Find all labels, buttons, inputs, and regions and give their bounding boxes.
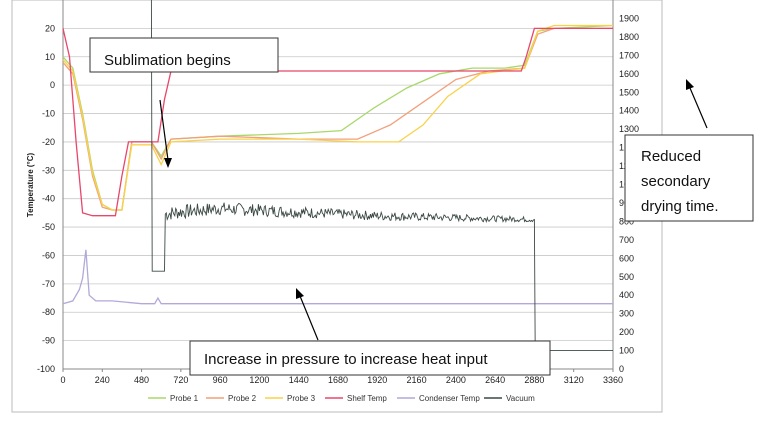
legend-label: Vacuum	[506, 394, 535, 403]
y-tick-label: 0	[50, 80, 55, 90]
x-tick-label: 1920	[367, 375, 387, 385]
annotation-arrow	[299, 295, 319, 341]
y-tick-label: -60	[42, 250, 55, 260]
y2-tick-label: 200	[619, 327, 634, 337]
y-tick-label: -50	[42, 222, 55, 232]
y2-tick-label: 1600	[619, 69, 639, 79]
annotation-text: secondary	[641, 173, 711, 190]
annotation-text: Sublimation begins	[104, 52, 231, 69]
annotation-text: Increase in pressure to increase heat in…	[204, 351, 488, 368]
y-tick-label: -40	[42, 194, 55, 204]
series-line-shelf-temp	[62, 27, 613, 217]
x-tick-label: 2160	[407, 375, 427, 385]
y2-tick-label: 700	[619, 235, 634, 245]
callout-sublimation: Sublimation begins	[89, 37, 279, 168]
x-tick-label: 2400	[446, 375, 466, 385]
legend-label: Shelf Temp	[347, 394, 387, 403]
x-tick-label: 3120	[564, 375, 584, 385]
annotation-text: Reduced	[641, 148, 701, 165]
x-tick-label: 2880	[524, 375, 544, 385]
legend-label: Probe 2	[228, 394, 257, 403]
y-tick-label: -80	[42, 307, 55, 317]
callout-pressure: Increase in pressure to increase heat in…	[189, 288, 551, 376]
legend-label: Probe 3	[287, 394, 316, 403]
series-line-probe-2	[62, 27, 613, 211]
y-tick-label: -20	[42, 137, 55, 147]
legend-label: Condenser Temp	[419, 394, 480, 403]
callout-box	[89, 37, 279, 73]
y2-tick-label: 1300	[619, 124, 639, 134]
y2-tick-label: 1800	[619, 32, 639, 42]
y-axis-label: Temperature (°C)	[26, 152, 35, 217]
x-tick-label: 3360	[603, 375, 623, 385]
series-line-vacuum	[150, 0, 613, 352]
annotation-text: drying time.	[641, 198, 719, 215]
callout-secondary-drying: Reduced secondary drying time.	[624, 79, 754, 222]
y2-tick-label: 100	[619, 346, 634, 356]
y-axis-left: 20 10 0 -10 -20 -30 -40 -50 -60 -70 -80 -90 -100	[37, 23, 55, 374]
annotation-arrow	[159, 99, 169, 161]
y-tick-label: -90	[42, 336, 55, 346]
x-axis: 0 240 480 720 960 1200 1440 1680 1920 2160 2400 264…	[60, 369, 623, 385]
annotation-arrow	[689, 87, 708, 129]
y2-tick-label: 300	[619, 309, 634, 319]
y2-tick-label: 1400	[619, 106, 639, 116]
y-tick-label: -70	[42, 279, 55, 289]
x-tick-label: 0	[60, 375, 65, 385]
y2-tick-label: 1500	[619, 87, 639, 97]
callout-box	[624, 134, 754, 222]
x-tick-label: 1440	[289, 375, 309, 385]
y2-tick-label: 1700	[619, 50, 639, 60]
x-tick-label: 480	[134, 375, 149, 385]
annotation-arrowhead	[164, 158, 172, 168]
legend: Probe 1 Probe 2 Probe 3 Shelf Temp Condenser…	[148, 394, 535, 403]
legend-label: Probe 1	[170, 394, 199, 403]
y2-tick-label: 1900	[619, 13, 639, 23]
series-layer	[62, 0, 614, 352]
x-tick-label: 960	[213, 375, 228, 385]
y-tick-label: -10	[42, 109, 55, 119]
series-line-condenser-temp	[62, 249, 613, 305]
x-tick-label: 720	[173, 375, 188, 385]
y-tick-label: -30	[42, 165, 55, 175]
y2-tick-label: 600	[619, 253, 634, 263]
y2-tick-label: 500	[619, 272, 634, 282]
y-tick-label: 10	[45, 52, 55, 62]
x-tick-label: 1200	[249, 375, 269, 385]
x-tick-label: 2640	[485, 375, 505, 385]
y-tick-label: 20	[45, 23, 55, 33]
y2-tick-label: 0	[619, 364, 624, 374]
annotation-arrowhead	[686, 79, 694, 90]
y-tick-label: -100	[37, 364, 55, 374]
y2-tick-label: 400	[619, 290, 634, 300]
x-tick-label: 240	[95, 375, 110, 385]
x-tick-label: 1680	[328, 375, 348, 385]
annotation-arrowhead	[296, 288, 304, 299]
callout-box	[189, 340, 551, 376]
